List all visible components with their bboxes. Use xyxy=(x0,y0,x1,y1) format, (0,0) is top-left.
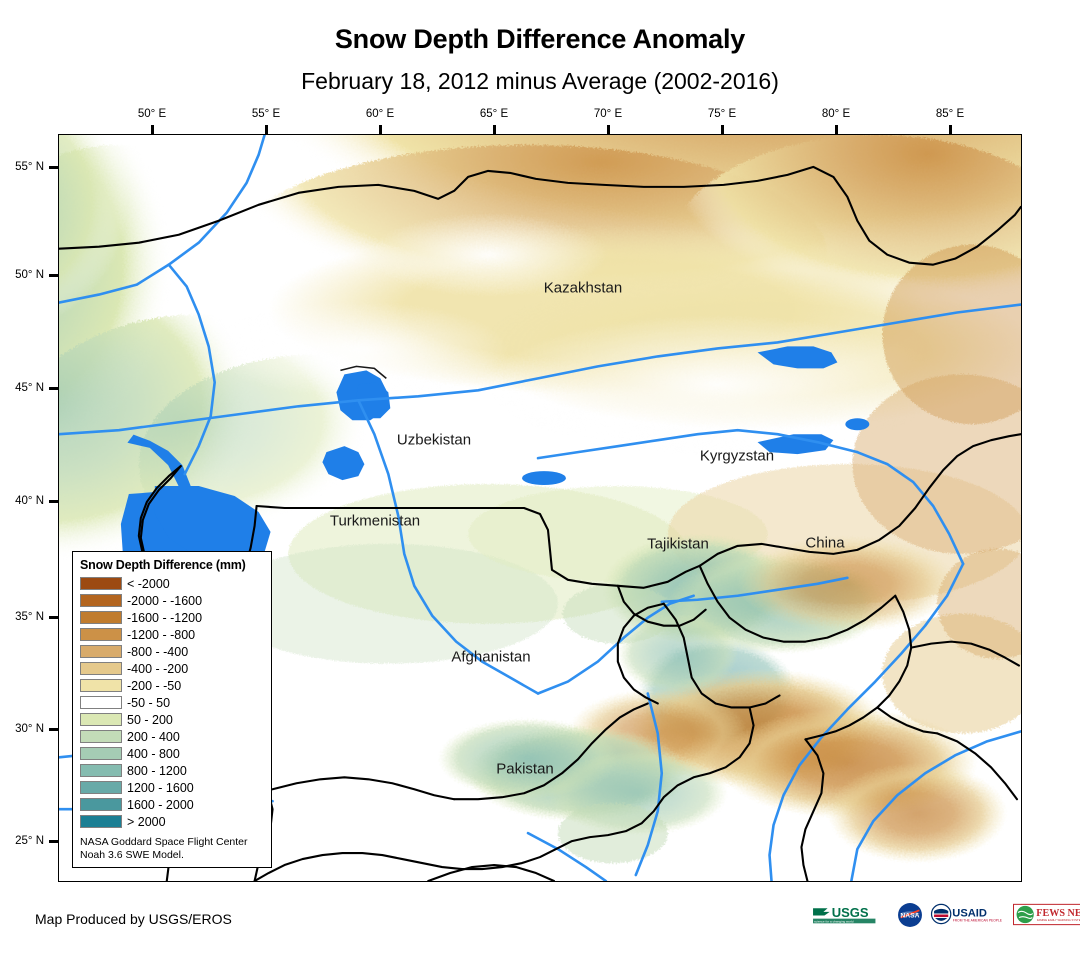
legend-row: -400 - -200 xyxy=(80,660,264,677)
lat-tick xyxy=(49,728,58,731)
legend-row: -800 - -400 xyxy=(80,643,264,660)
legend-swatch xyxy=(80,764,122,777)
lon-label: 60° E xyxy=(365,108,395,120)
svg-text:NASA: NASA xyxy=(900,913,919,920)
legend-row: 400 - 800 xyxy=(80,745,264,762)
lon-tick xyxy=(151,125,154,134)
lon-label: 85° E xyxy=(935,108,965,120)
map-legend: Snow Depth Difference (mm) < -2000 -2000 … xyxy=(72,551,272,868)
legend-swatch xyxy=(80,713,122,726)
legend-row: < -2000 xyxy=(80,575,264,592)
lon-label: 50° E xyxy=(137,108,167,120)
legend-label: -200 - -50 xyxy=(127,678,182,693)
lon-tick xyxy=(949,125,952,134)
lon-tick xyxy=(493,125,496,134)
svg-text:FROM THE AMERICAN PEOPLE: FROM THE AMERICAN PEOPLE xyxy=(953,919,1003,923)
svg-text:FAMINE EARLY WARNING SYSTEMS N: FAMINE EARLY WARNING SYSTEMS NETWORK xyxy=(1037,918,1080,922)
legend-source-note: NASA Goddard Space Flight Center Noah 3.… xyxy=(80,836,264,862)
lon-tick xyxy=(379,125,382,134)
legend-row: 1200 - 1600 xyxy=(80,779,264,796)
legend-swatch xyxy=(80,730,122,743)
legend-source-line-1: NASA Goddard Space Flight Center xyxy=(80,836,248,848)
legend-swatch xyxy=(80,594,122,607)
legend-swatch xyxy=(80,645,122,658)
legend-row: 1600 - 2000 xyxy=(80,796,264,813)
legend-swatch xyxy=(80,747,122,760)
legend-label: > 2000 xyxy=(127,814,166,829)
legend-row: -50 - 50 xyxy=(80,694,264,711)
lat-tick xyxy=(49,274,58,277)
legend-label: 400 - 800 xyxy=(127,746,180,761)
legend-label: -2000 - -1600 xyxy=(127,593,203,608)
legend-swatch xyxy=(80,696,122,709)
legend-source-line-2: Noah 3.6 SWE Model. xyxy=(80,849,184,861)
legend-row: > 2000 xyxy=(80,813,264,830)
legend-row: -2000 - -1600 xyxy=(80,592,264,609)
legend-swatch xyxy=(80,611,122,624)
legend-row: -200 - -50 xyxy=(80,677,264,694)
lat-label: 30° N xyxy=(15,723,44,735)
lat-tick xyxy=(49,166,58,169)
legend-title: Snow Depth Difference (mm) xyxy=(80,558,246,572)
legend-swatch xyxy=(80,798,122,811)
legend-swatch xyxy=(80,815,122,828)
lat-label: 55° N xyxy=(15,161,44,173)
legend-label: 800 - 1200 xyxy=(127,763,187,778)
lon-label: 65° E xyxy=(479,108,509,120)
legend-label: -1600 - -1200 xyxy=(127,610,203,625)
lon-tick xyxy=(607,125,610,134)
legend-label: -400 - -200 xyxy=(127,661,189,676)
legend-swatch xyxy=(80,781,122,794)
svg-text:USGS: USGS xyxy=(832,905,869,920)
legend-label: 1600 - 2000 xyxy=(127,797,194,812)
legend-label: 200 - 400 xyxy=(127,729,180,744)
agency-logo-bar: USGS science for a changing world NASA U… xyxy=(812,901,1080,929)
lat-tick xyxy=(49,616,58,619)
legend-label: 50 - 200 xyxy=(127,712,173,727)
legend-swatch xyxy=(80,679,122,692)
legend-swatch xyxy=(80,628,122,641)
usgs-logo: USGS science for a changing world xyxy=(813,905,876,924)
lat-tick xyxy=(49,840,58,843)
lon-tick xyxy=(721,125,724,134)
legend-label: < -2000 xyxy=(127,576,170,591)
lat-tick xyxy=(49,500,58,503)
lat-label: 25° N xyxy=(15,835,44,847)
legend-row: 800 - 1200 xyxy=(80,762,264,779)
legend-row: 50 - 200 xyxy=(80,711,264,728)
legend-class-list: < -2000 -2000 - -1600 -1600 - -1200 -1200 -… xyxy=(80,575,264,830)
lat-label: 40° N xyxy=(15,495,44,507)
nasa-logo: NASA xyxy=(898,903,922,927)
lon-label: 75° E xyxy=(707,108,737,120)
map-credit: Map Produced by USGS/EROS xyxy=(35,911,232,927)
svg-text:FEWS NET: FEWS NET xyxy=(1036,908,1080,919)
lat-label: 35° N xyxy=(15,611,44,623)
legend-swatch xyxy=(80,662,122,675)
legend-label: -1200 - -800 xyxy=(127,627,196,642)
country-borders xyxy=(59,165,1021,881)
legend-row: 200 - 400 xyxy=(80,728,264,745)
legend-label: -800 - -400 xyxy=(127,644,189,659)
lon-label: 80° E xyxy=(821,108,851,120)
svg-text:USAID: USAID xyxy=(952,908,987,920)
page-title: Snow Depth Difference Anomaly xyxy=(334,24,746,54)
lon-label: 55° E xyxy=(251,108,281,120)
legend-label: 1200 - 1600 xyxy=(127,780,194,795)
legend-swatch xyxy=(80,577,122,590)
legend-label: -50 - 50 xyxy=(127,695,171,710)
svg-text:science for a changing world: science for a changing world xyxy=(814,920,854,924)
lon-label: 70° E xyxy=(593,108,623,120)
fewsnet-logo: FEWS NET FAMINE EARLY WARNING SYSTEMS NE… xyxy=(1013,903,1080,926)
legend-row: -1600 - -1200 xyxy=(80,609,264,626)
legend-row: -1200 - -800 xyxy=(80,626,264,643)
usaid-logo: USAID FROM THE AMERICAN PEOPLE xyxy=(930,903,1003,925)
lat-label: 45° N xyxy=(15,382,44,394)
lon-tick xyxy=(835,125,838,134)
lat-tick xyxy=(49,387,58,390)
lat-label: 50° N xyxy=(15,269,44,281)
lon-tick xyxy=(265,125,268,134)
page-subtitle: February 18, 2012 minus Average (2002-20… xyxy=(301,68,779,94)
